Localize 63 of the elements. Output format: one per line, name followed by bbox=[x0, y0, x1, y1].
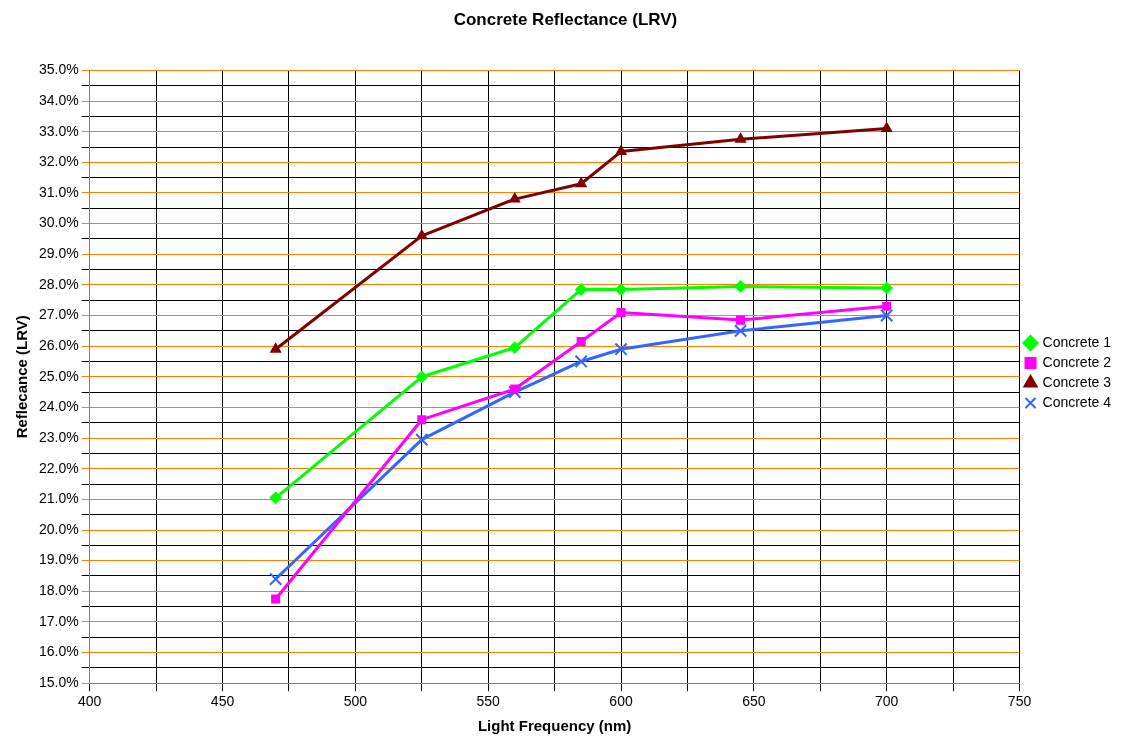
y-tick-label: 33.0% bbox=[38, 122, 79, 139]
point bbox=[880, 281, 893, 294]
legend-label: Concrete 2 bbox=[1042, 353, 1112, 370]
y-tick-label: 28.0% bbox=[38, 275, 79, 292]
y-tick-label: 27.0% bbox=[38, 306, 79, 323]
point bbox=[616, 307, 626, 317]
y-tick-label: 18.0% bbox=[38, 582, 79, 599]
y-tick-label: 31.0% bbox=[38, 183, 79, 200]
x-tick-label: 750 bbox=[1007, 693, 1032, 710]
legend-label: Concrete 4 bbox=[1042, 393, 1112, 410]
point bbox=[416, 229, 428, 240]
point bbox=[509, 193, 521, 203]
x-tick-label: 450 bbox=[210, 693, 235, 710]
y-tick-label: 35.0% bbox=[38, 61, 79, 78]
point bbox=[417, 415, 427, 425]
y-tick-label: 24.0% bbox=[38, 398, 79, 415]
legend-label: Concrete 3 bbox=[1042, 373, 1112, 390]
point bbox=[733, 324, 748, 338]
y-tick-label: 21.0% bbox=[38, 490, 79, 507]
x-tick-label: 400 bbox=[78, 693, 102, 710]
point bbox=[269, 572, 283, 586]
point bbox=[508, 385, 522, 399]
y-tick-label: 19.0% bbox=[38, 551, 79, 568]
x-tick-label: 500 bbox=[343, 693, 368, 710]
chart-title: Concrete Reflectance (LRV) bbox=[453, 9, 678, 29]
y-tick-label: 30.0% bbox=[38, 214, 79, 231]
x-tick-label: 700 bbox=[875, 693, 899, 710]
point bbox=[271, 594, 281, 604]
point bbox=[415, 432, 429, 447]
point bbox=[736, 315, 746, 325]
point bbox=[615, 145, 627, 156]
point bbox=[508, 341, 521, 354]
y-tick-label: 16.0% bbox=[38, 643, 79, 660]
x-axis-title: Light Frequency (nm) bbox=[477, 717, 632, 735]
point bbox=[415, 370, 428, 383]
y-tick-label: 32.0% bbox=[38, 153, 79, 170]
legend-label: Concrete 1 bbox=[1042, 333, 1112, 350]
y-tick-label: 15.0% bbox=[38, 674, 79, 691]
point bbox=[880, 308, 894, 323]
y-tick-label: 22.0% bbox=[38, 459, 79, 476]
point bbox=[575, 177, 587, 188]
point bbox=[615, 283, 628, 296]
point bbox=[735, 133, 746, 143]
y-tick-label: 20.0% bbox=[38, 520, 79, 537]
point bbox=[881, 122, 893, 133]
point bbox=[269, 491, 282, 504]
point bbox=[734, 280, 747, 293]
y-tick-label: 25.0% bbox=[38, 367, 79, 384]
point bbox=[270, 343, 281, 353]
x-tick-label: 600 bbox=[609, 693, 633, 710]
point bbox=[510, 384, 520, 394]
x-tick-label: 650 bbox=[742, 693, 766, 710]
y-tick-label: 17.0% bbox=[38, 612, 79, 629]
point bbox=[574, 354, 588, 369]
point bbox=[576, 337, 586, 347]
x-tick-label: 550 bbox=[476, 693, 501, 710]
y-axis-title: Reflecance (LRV) bbox=[13, 315, 31, 439]
point bbox=[614, 342, 628, 356]
y-tick-label: 26.0% bbox=[38, 337, 79, 354]
point bbox=[882, 301, 892, 311]
y-tick-label: 23.0% bbox=[38, 428, 79, 445]
y-tick-label: 29.0% bbox=[38, 245, 79, 262]
y-tick-label: 34.0% bbox=[38, 91, 79, 108]
